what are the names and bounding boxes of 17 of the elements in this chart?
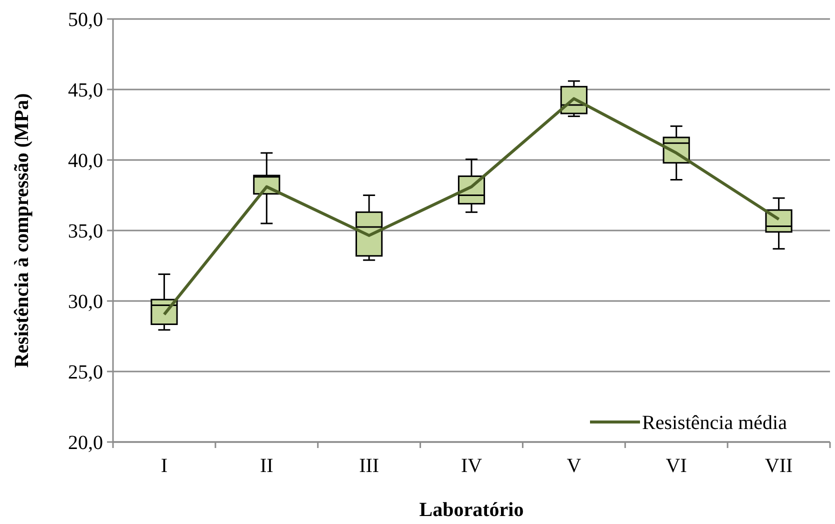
x-tick-label: VII — [764, 455, 793, 477]
x-tick-label: II — [260, 455, 274, 477]
x-tick-label: I — [160, 455, 168, 477]
y-tick-label: 20,0 — [68, 432, 103, 454]
x-tick-label: III — [359, 455, 380, 477]
y-tick-label: 25,0 — [68, 362, 103, 384]
legend-label: Resistência média — [642, 412, 788, 434]
x-tick-label: IV — [460, 455, 483, 477]
y-axis-title: Resistência à compressão (MPa) — [11, 93, 33, 368]
y-tick-label: 30,0 — [68, 291, 103, 313]
y-tick-label: 50,0 — [68, 9, 103, 31]
x-axis-title: Laboratório — [419, 499, 524, 521]
y-tick-label: 40,0 — [68, 150, 103, 172]
y-tick-label: 45,0 — [68, 80, 103, 102]
x-tick-label: V — [566, 455, 582, 477]
x-tick-label: VI — [666, 455, 687, 477]
y-tick-label: 35,0 — [68, 220, 103, 242]
